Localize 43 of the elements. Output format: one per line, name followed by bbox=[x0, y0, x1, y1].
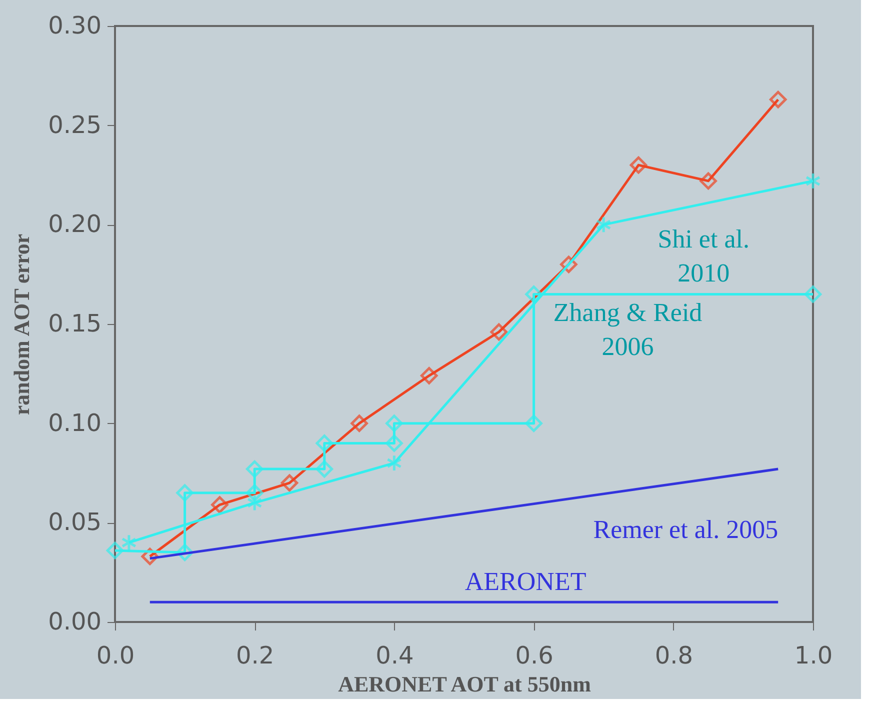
series-label: AERONET bbox=[464, 567, 586, 596]
x-axis-title: AERONET AOT at 550nm bbox=[338, 672, 591, 696]
point bbox=[106, 542, 124, 560]
point bbox=[386, 434, 403, 452]
point bbox=[350, 414, 368, 432]
series-label: Shi et al. 2010 bbox=[658, 224, 750, 288]
point bbox=[121, 534, 137, 552]
point bbox=[386, 454, 402, 472]
y-axis-title: random AOT error bbox=[9, 234, 34, 416]
point bbox=[805, 172, 821, 190]
point bbox=[596, 216, 612, 234]
x-tick-label: 0.2 bbox=[236, 642, 274, 670]
point bbox=[804, 286, 822, 303]
y-tick-label: 0.10 bbox=[48, 408, 102, 437]
point bbox=[769, 90, 787, 108]
x-tick-label: 0.8 bbox=[654, 642, 693, 670]
point bbox=[700, 172, 717, 190]
point bbox=[246, 494, 262, 512]
point bbox=[316, 460, 334, 478]
point bbox=[176, 484, 194, 502]
x-tick-label: 1.0 bbox=[794, 642, 833, 670]
y-tick-label: 0.15 bbox=[48, 310, 102, 338]
point bbox=[525, 286, 542, 303]
point bbox=[246, 460, 264, 478]
point bbox=[316, 434, 334, 452]
point bbox=[280, 474, 298, 492]
series-label: Remer et al. 2005 bbox=[593, 515, 778, 544]
series-label: Zhang & Reid 2006 bbox=[553, 298, 702, 362]
point bbox=[211, 496, 228, 514]
point bbox=[630, 156, 648, 174]
y-tick-label: 0.30 bbox=[48, 12, 102, 40]
y-tick-label: 0.20 bbox=[48, 210, 102, 238]
x-tick-label: 0.4 bbox=[376, 642, 414, 670]
point bbox=[420, 366, 438, 384]
point bbox=[525, 414, 542, 432]
y-tick-label: 0.25 bbox=[48, 110, 102, 139]
point bbox=[246, 484, 264, 502]
y-tick-label: 0.05 bbox=[48, 508, 102, 536]
point bbox=[386, 414, 403, 432]
x-tick-label: 0.6 bbox=[515, 642, 554, 670]
y-tick-label: 0.00 bbox=[48, 608, 102, 636]
x-tick-label: 0.0 bbox=[96, 642, 135, 670]
point bbox=[490, 323, 508, 341]
